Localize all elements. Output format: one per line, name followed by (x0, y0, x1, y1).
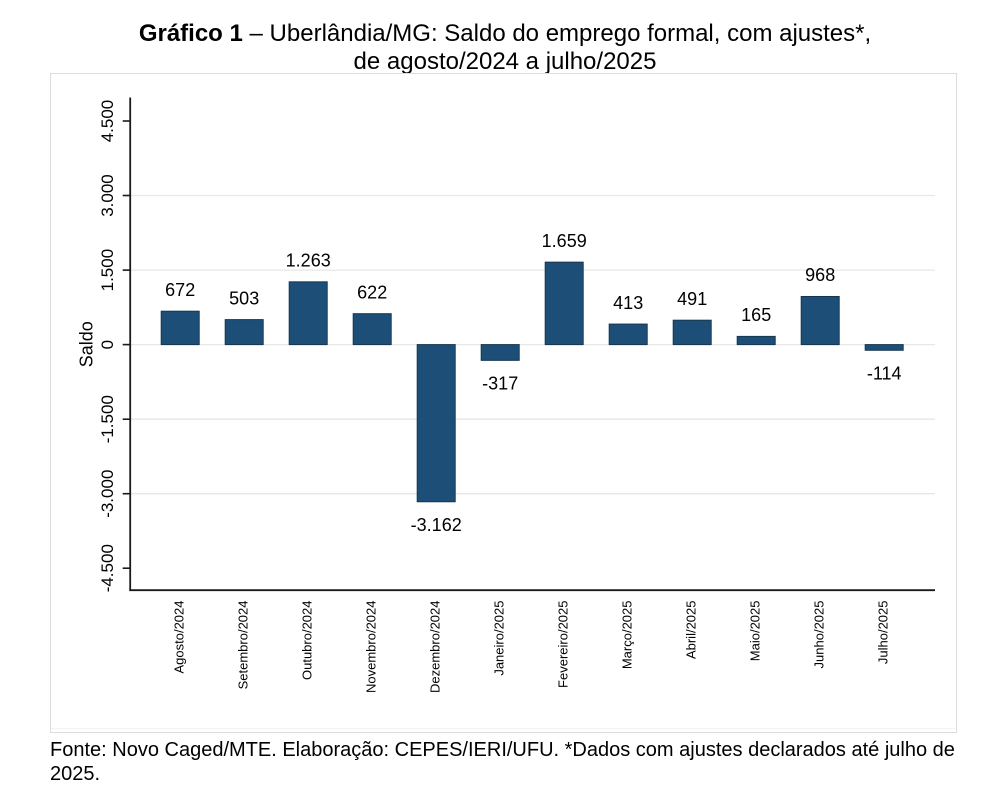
svg-text:-114: -114 (867, 363, 902, 383)
svg-text:491: 491 (677, 289, 707, 309)
svg-text:Maio/2025: Maio/2025 (748, 601, 763, 662)
svg-text:-3.000: -3.000 (98, 470, 117, 518)
svg-text:Fevereiro/2025: Fevereiro/2025 (556, 601, 571, 688)
svg-text:413: 413 (613, 293, 643, 313)
svg-text:Agosto/2024: Agosto/2024 (172, 601, 187, 674)
svg-text:-1.500: -1.500 (98, 395, 117, 443)
svg-text:Novembro/2024: Novembro/2024 (364, 601, 379, 694)
svg-text:-317: -317 (482, 373, 518, 393)
svg-text:622: 622 (357, 282, 387, 302)
svg-text:Saldo: Saldo (77, 321, 97, 367)
svg-text:1.263: 1.263 (286, 251, 331, 271)
svg-text:Dezembro/2024: Dezembro/2024 (428, 601, 443, 694)
svg-text:Setembro/2024: Setembro/2024 (236, 601, 251, 690)
svg-text:Julho/2025: Julho/2025 (876, 601, 891, 665)
svg-text:165: 165 (741, 305, 771, 325)
svg-text:-3.162: -3.162 (411, 515, 462, 535)
svg-text:Janeiro/2025: Janeiro/2025 (492, 601, 507, 676)
svg-text:1.659: 1.659 (542, 231, 587, 251)
svg-text:Março/2025: Março/2025 (620, 601, 635, 670)
svg-text:968: 968 (805, 265, 835, 285)
svg-text:3.000: 3.000 (98, 174, 117, 217)
svg-text:4.500: 4.500 (98, 100, 117, 143)
svg-text:0: 0 (98, 340, 117, 349)
svg-text:Junho/2025: Junho/2025 (812, 601, 827, 669)
svg-text:1.500: 1.500 (98, 249, 117, 292)
svg-text:Outubro/2024: Outubro/2024 (300, 601, 315, 681)
svg-text:Abril/2025: Abril/2025 (684, 601, 699, 660)
svg-text:672: 672 (165, 280, 195, 300)
svg-text:-4.500: -4.500 (98, 544, 117, 592)
svg-text:503: 503 (229, 288, 259, 308)
